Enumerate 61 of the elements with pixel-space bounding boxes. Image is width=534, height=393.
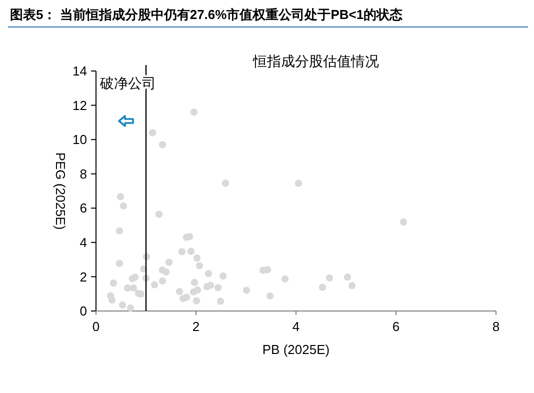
y-tick-label: 10	[72, 132, 87, 148]
y-axis-title: PEG (2025E)	[53, 152, 68, 230]
point	[400, 218, 408, 226]
point	[196, 262, 204, 270]
point	[214, 284, 222, 292]
chart-subtitle: 恒指成分股估值情况	[252, 54, 379, 70]
point	[162, 268, 170, 276]
point	[219, 272, 227, 280]
y-tick-label: 4	[80, 234, 87, 250]
point	[348, 282, 356, 290]
point	[158, 141, 166, 148]
point	[116, 260, 124, 267]
point	[264, 266, 272, 274]
point	[116, 193, 124, 200]
point	[126, 304, 134, 312]
point	[150, 281, 158, 288]
point	[187, 248, 195, 255]
point	[116, 227, 124, 235]
point	[193, 254, 201, 262]
y-tick-label: 12	[72, 98, 87, 113]
point	[190, 278, 198, 286]
point	[108, 296, 116, 304]
point	[203, 283, 211, 290]
y-tick-label: 14	[72, 64, 87, 79]
point	[124, 284, 132, 292]
point	[130, 284, 138, 292]
point	[128, 275, 136, 282]
point	[266, 292, 274, 300]
point	[158, 277, 166, 285]
point	[281, 275, 289, 283]
point	[216, 298, 224, 305]
point	[179, 295, 187, 302]
point	[176, 288, 184, 296]
point	[190, 288, 198, 296]
point	[110, 279, 118, 287]
point	[148, 129, 156, 136]
point	[294, 180, 302, 187]
chart-title: 图表5： 当前恒指成分股中仍有27.6%市值权重公司处于PB<1的状态	[10, 7, 404, 22]
x-tick-label: 4	[292, 319, 300, 334]
point	[118, 301, 126, 309]
point	[318, 284, 326, 291]
x-tick-label: 8	[492, 319, 500, 334]
y-tick-label: 6	[80, 200, 87, 216]
point	[178, 248, 186, 256]
point	[344, 273, 352, 281]
y-tick-label: 8	[80, 166, 87, 182]
x-tick-label: 6	[392, 319, 400, 334]
point	[326, 274, 334, 282]
point	[155, 210, 163, 218]
point	[204, 270, 212, 278]
point	[192, 297, 200, 304]
point	[165, 258, 173, 266]
point	[242, 286, 250, 294]
x-axis-title: PB (2025E)	[262, 342, 330, 357]
point	[190, 108, 198, 116]
x-tick-label: 0	[92, 319, 100, 334]
x-tick-label: 2	[192, 319, 200, 334]
point	[120, 202, 128, 210]
y-tick-label: 2	[80, 269, 87, 284]
y-tick-label: 0	[80, 304, 87, 319]
point	[222, 180, 230, 187]
